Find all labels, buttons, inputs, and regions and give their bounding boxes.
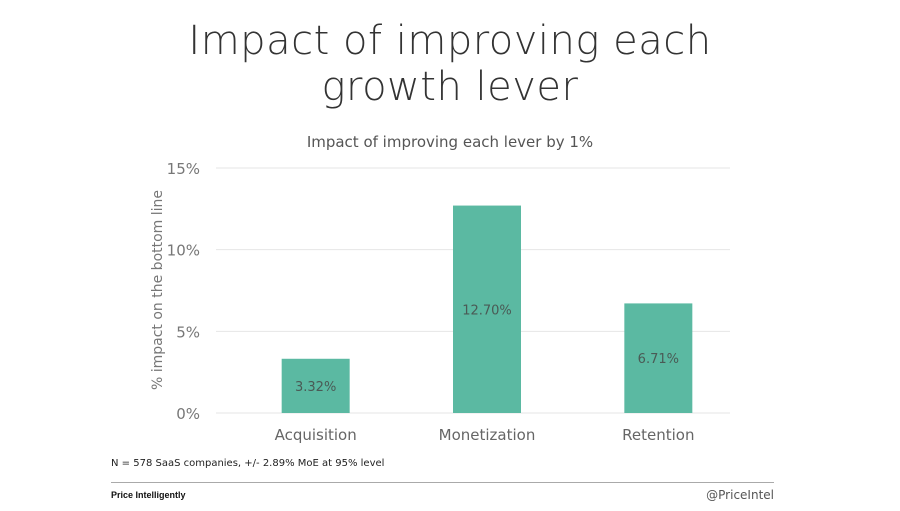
y-tick-label: 15% bbox=[167, 160, 200, 178]
footer-divider bbox=[111, 482, 774, 483]
bar-monetization bbox=[453, 205, 521, 413]
data-label: 12.70% bbox=[462, 303, 512, 318]
data-label: 3.32% bbox=[295, 380, 336, 395]
y-tick-label: 10% bbox=[167, 242, 200, 260]
footnote: N = 578 SaaS companies, +/- 2.89% MoE at… bbox=[111, 458, 385, 469]
title-line-2: growth lever bbox=[321, 64, 579, 110]
y-tick-label: 0% bbox=[176, 405, 200, 423]
x-tick-label: Acquisition bbox=[275, 426, 357, 444]
chart-title: Impact of improving each lever by 1% bbox=[306, 133, 594, 151]
twitter-handle: @PriceIntel bbox=[706, 488, 774, 502]
bar-acquisition bbox=[281, 358, 350, 413]
data-label: 6.71% bbox=[638, 352, 679, 367]
x-tick-label: Retention bbox=[622, 426, 694, 444]
y-tick-label: 5% bbox=[176, 323, 200, 341]
y-axis-label: % impact on the bottom line bbox=[150, 190, 166, 390]
x-tick-label: Monetization bbox=[439, 426, 536, 444]
bar-retention bbox=[624, 303, 693, 413]
title-line-1: Impact of improving each bbox=[188, 18, 712, 64]
slide-title: Impact of improving each growth lever bbox=[0, 18, 900, 110]
brand-logo: Price Intelligently bbox=[111, 490, 186, 500]
